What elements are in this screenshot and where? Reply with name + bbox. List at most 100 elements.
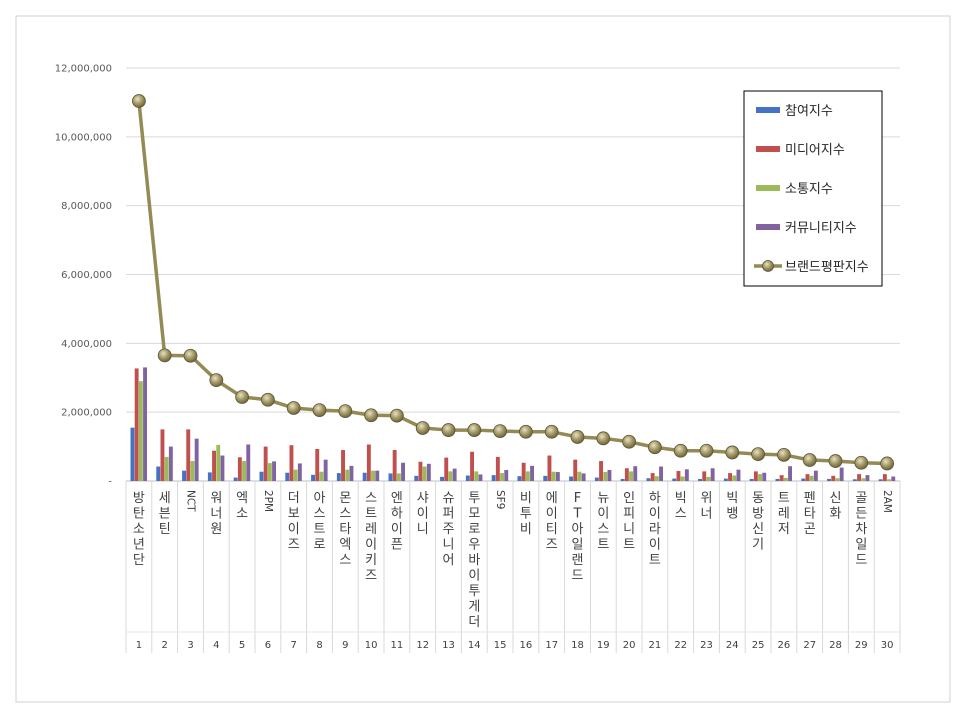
bar <box>474 471 479 481</box>
legend-marker <box>762 260 774 272</box>
bar <box>547 455 552 481</box>
bar <box>220 455 225 481</box>
rank-label: 9 <box>342 640 348 651</box>
bar <box>323 459 328 481</box>
bar <box>831 475 836 481</box>
bar <box>182 470 186 481</box>
bar <box>684 469 689 481</box>
bar <box>779 475 784 481</box>
bar <box>130 427 135 481</box>
line-point <box>286 401 301 415</box>
bar <box>465 475 470 481</box>
line-series <box>131 94 894 471</box>
rank-label: 5 <box>239 640 245 651</box>
rank-label: 16 <box>520 640 533 651</box>
bar <box>521 462 526 481</box>
line-point <box>802 453 817 467</box>
bar <box>878 479 883 481</box>
bar <box>293 469 298 481</box>
bar <box>233 477 238 481</box>
bar <box>607 469 612 481</box>
bar <box>478 474 483 481</box>
line-point <box>493 424 508 438</box>
bar <box>861 478 866 481</box>
bar <box>246 444 251 481</box>
rank-label: 24 <box>726 640 739 651</box>
bar <box>259 471 264 481</box>
bar <box>207 472 212 481</box>
bar <box>775 478 780 481</box>
bar <box>728 473 732 481</box>
bar <box>285 472 290 481</box>
bar <box>138 381 143 481</box>
bar <box>758 474 762 481</box>
bar <box>891 476 896 481</box>
bar <box>753 471 758 481</box>
bar <box>555 472 560 481</box>
bar <box>371 470 375 481</box>
line-point <box>777 447 791 462</box>
bar <box>267 463 272 481</box>
line-point <box>854 455 869 470</box>
bar <box>573 459 578 481</box>
bar <box>852 479 857 481</box>
bar <box>706 476 711 481</box>
line-point <box>725 445 740 460</box>
category-label-text: 2PM <box>262 490 274 512</box>
rank-label: 21 <box>649 640 662 651</box>
bar <box>470 451 474 481</box>
line-point <box>209 373 224 388</box>
bar <box>659 466 663 481</box>
y-tick-label: 2,000,000 <box>61 408 112 419</box>
bar <box>581 473 586 481</box>
bar <box>156 466 161 481</box>
line-point <box>260 392 275 407</box>
rank-label: 27 <box>803 640 816 651</box>
bar <box>654 476 659 481</box>
bar <box>212 450 216 481</box>
bar <box>272 461 276 481</box>
bar <box>311 474 315 481</box>
bar <box>362 472 367 481</box>
bar <box>237 457 242 481</box>
bar <box>242 461 246 481</box>
bar <box>452 468 457 481</box>
bar <box>418 461 423 481</box>
bar <box>594 477 599 481</box>
bar <box>698 478 702 481</box>
y-tick-label: 6,000,000 <box>61 270 112 281</box>
rank-label: 1 <box>136 640 142 651</box>
rank-label: 20 <box>623 640 636 651</box>
bar <box>805 474 810 481</box>
bar <box>426 463 431 481</box>
bar <box>392 450 397 481</box>
bar <box>444 457 449 481</box>
bar <box>603 472 608 481</box>
category-label: NCT <box>185 490 197 512</box>
bar <box>710 468 715 481</box>
